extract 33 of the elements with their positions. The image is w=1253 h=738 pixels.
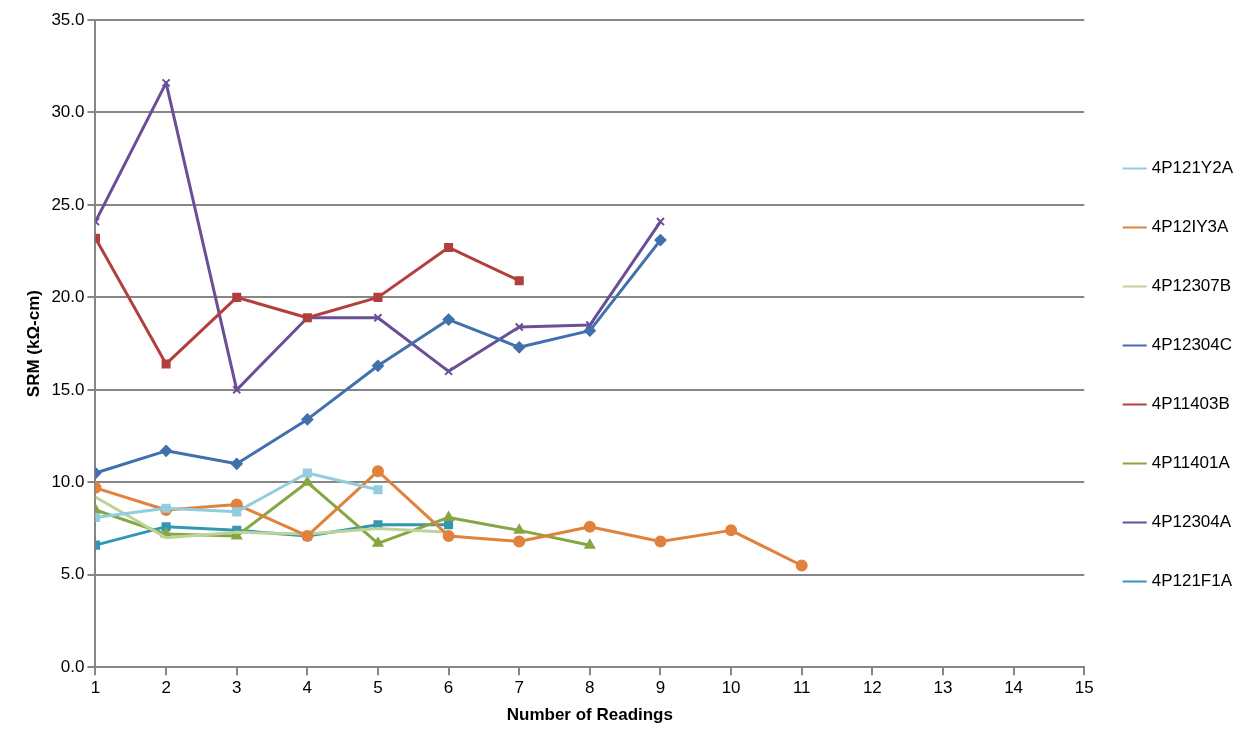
x-tick-label: 11 (792, 678, 811, 698)
y-tick-label: 35.0 (51, 9, 85, 29)
legend-label: 4P121Y2A (1151, 158, 1234, 178)
x-tick-label: 3 (232, 678, 242, 698)
x-tick-label: 2 (161, 678, 171, 698)
x-tick-label: 10 (721, 678, 741, 698)
legend-label: 4P121F1A (1151, 571, 1233, 591)
y-tick-label: 5.0 (60, 564, 85, 584)
legend-label: 4P12304C (1151, 335, 1233, 355)
legend-label: 4P12304A (1151, 512, 1232, 532)
legend-label: 4P12307B (1151, 276, 1232, 296)
x-tick-label: 9 (655, 678, 666, 698)
y-tick-label: 0.0 (60, 656, 85, 676)
x-tick-label: 4 (302, 678, 313, 698)
x-tick-label: 8 (585, 678, 595, 698)
y-tick-label: 15.0 (51, 379, 85, 399)
x-tick-label: 13 (933, 678, 953, 698)
x-tick-label: 5 (373, 678, 383, 698)
x-tick-label: 14 (1004, 678, 1024, 698)
legend-label: 4P11403B (1151, 394, 1230, 414)
x-axis-title: Number of Readings (506, 705, 673, 725)
y-tick-label: 10.0 (51, 471, 85, 491)
legend-label: 4P12IY3A (1151, 217, 1229, 237)
y-tick-label: 20.0 (51, 287, 85, 307)
legend-label: 4P11401A (1151, 453, 1231, 473)
x-tick-label: 1 (90, 678, 101, 698)
x-tick-label: 6 (443, 678, 454, 698)
y-tick-label: 25.0 (51, 194, 85, 214)
y-axis-title: SRM (kΩ-cm) (23, 290, 43, 398)
x-tick-label: 12 (862, 678, 882, 698)
x-tick-label: 7 (514, 678, 524, 698)
y-tick-label: 30.0 (51, 102, 85, 122)
x-tick-label: 15 (1074, 678, 1094, 698)
